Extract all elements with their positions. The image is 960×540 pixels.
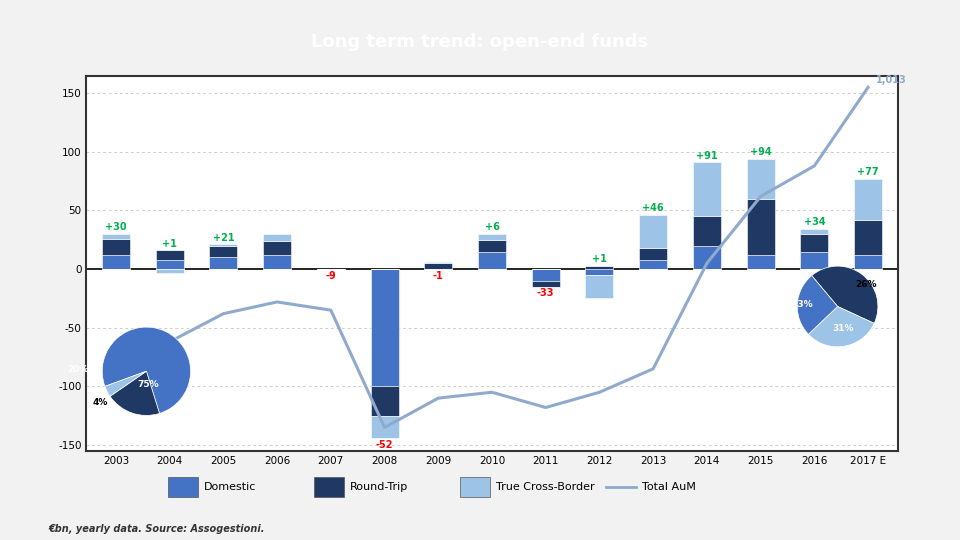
Text: 1,013: 1,013 bbox=[876, 75, 907, 85]
Bar bbox=[639, 260, 667, 269]
Text: 31%: 31% bbox=[832, 324, 853, 333]
Text: +1: +1 bbox=[592, 254, 607, 264]
Bar bbox=[639, 215, 667, 248]
Bar bbox=[263, 241, 291, 255]
Bar bbox=[854, 220, 882, 255]
Bar bbox=[586, 275, 613, 299]
Bar bbox=[532, 281, 560, 287]
Wedge shape bbox=[812, 266, 877, 323]
Bar bbox=[801, 234, 828, 252]
Bar bbox=[209, 258, 237, 269]
Bar bbox=[460, 477, 491, 497]
Bar bbox=[156, 251, 183, 260]
Text: True Cross-Border: True Cross-Border bbox=[496, 482, 594, 492]
Text: 529: 529 bbox=[106, 354, 126, 363]
Bar bbox=[693, 246, 721, 269]
Text: 4%: 4% bbox=[92, 397, 108, 407]
Bar bbox=[747, 159, 775, 199]
Bar bbox=[693, 217, 721, 246]
Text: 20%: 20% bbox=[67, 364, 88, 374]
Bar bbox=[801, 252, 828, 269]
Bar bbox=[263, 234, 291, 241]
Text: Round-Trip: Round-Trip bbox=[350, 482, 408, 492]
Bar bbox=[478, 234, 506, 240]
Bar bbox=[102, 234, 130, 239]
Text: Long term trend: open-end funds: Long term trend: open-end funds bbox=[311, 33, 649, 51]
Bar bbox=[314, 477, 345, 497]
Text: +91: +91 bbox=[696, 151, 718, 160]
Text: -52: -52 bbox=[375, 440, 394, 450]
Bar bbox=[854, 179, 882, 220]
Bar bbox=[424, 262, 452, 263]
Text: Total AuM: Total AuM bbox=[642, 482, 696, 492]
Text: 75%: 75% bbox=[138, 380, 159, 389]
Text: 26%: 26% bbox=[855, 280, 876, 289]
Text: -1: -1 bbox=[433, 271, 444, 281]
Bar bbox=[854, 255, 882, 269]
Text: +94: +94 bbox=[750, 147, 772, 157]
Text: -33: -33 bbox=[537, 288, 555, 299]
Bar bbox=[156, 269, 183, 273]
Wedge shape bbox=[105, 372, 146, 396]
Bar bbox=[586, 266, 613, 269]
Bar bbox=[371, 269, 398, 387]
Bar bbox=[693, 163, 721, 217]
Bar bbox=[478, 252, 506, 269]
Bar bbox=[478, 240, 506, 252]
Text: +34: +34 bbox=[804, 218, 826, 227]
Bar bbox=[586, 269, 613, 275]
Text: +30: +30 bbox=[106, 222, 127, 232]
Bar bbox=[156, 260, 183, 269]
Text: +6: +6 bbox=[485, 222, 499, 232]
Bar bbox=[209, 245, 237, 246]
Text: +21: +21 bbox=[212, 233, 234, 242]
Bar bbox=[371, 387, 398, 416]
Bar bbox=[209, 246, 237, 258]
Bar bbox=[167, 477, 199, 497]
Bar bbox=[747, 255, 775, 269]
Bar bbox=[424, 263, 452, 269]
Bar bbox=[371, 416, 398, 438]
Bar bbox=[102, 239, 130, 255]
Bar bbox=[263, 255, 291, 269]
Text: -9: -9 bbox=[325, 271, 336, 281]
Text: +77: +77 bbox=[857, 167, 878, 177]
Bar bbox=[102, 255, 130, 269]
Bar bbox=[639, 248, 667, 260]
Wedge shape bbox=[110, 372, 159, 415]
Text: Domestic: Domestic bbox=[204, 482, 256, 492]
Text: 43%: 43% bbox=[791, 300, 813, 309]
Bar bbox=[801, 230, 828, 234]
Wedge shape bbox=[798, 275, 837, 334]
Text: +1: +1 bbox=[162, 239, 177, 248]
Text: +46: +46 bbox=[642, 204, 664, 213]
Bar bbox=[747, 199, 775, 255]
Text: €bn, yearly data. Source: Assogestioni.: €bn, yearly data. Source: Assogestioni. bbox=[48, 523, 265, 534]
Wedge shape bbox=[808, 306, 875, 347]
Bar bbox=[532, 269, 560, 281]
Wedge shape bbox=[102, 327, 190, 414]
